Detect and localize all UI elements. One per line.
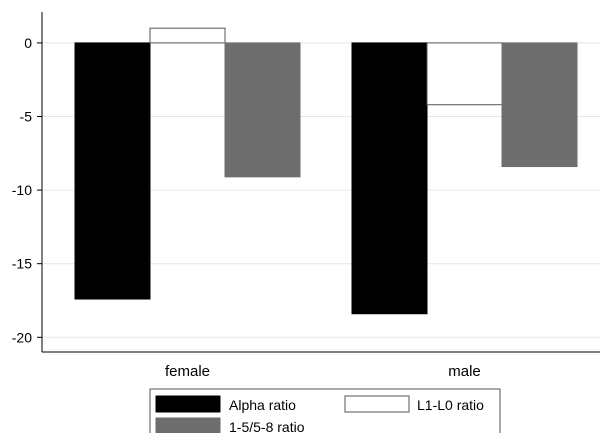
x-category-label: male <box>448 363 481 380</box>
x-category-label: female <box>165 363 210 380</box>
bar-l1-l0-ratio-male <box>426 42 503 106</box>
bar-1-5-5-8-ratio-male <box>501 42 578 168</box>
legend-label: 1-5/5-8 ratio <box>229 419 305 433</box>
y-tick-label: 0 <box>24 35 32 51</box>
y-tick-label: -5 <box>20 109 33 125</box>
bar-1-5-5-8-ratio-female <box>224 42 301 178</box>
bar-alpha-ratio-male <box>351 42 428 315</box>
legend-swatch <box>344 395 410 413</box>
y-tick-label: -20 <box>12 329 32 345</box>
legend-label: L1-L0 ratio <box>417 397 484 413</box>
legend-label: Alpha ratio <box>229 397 296 413</box>
legend-swatch <box>155 417 221 435</box>
y-tick-label: -15 <box>12 256 32 272</box>
bar-l1-l0-ratio-female <box>149 27 226 44</box>
y-tick-label: -10 <box>12 182 32 198</box>
bar-alpha-ratio-female <box>74 42 151 300</box>
legend-swatch <box>155 395 221 413</box>
